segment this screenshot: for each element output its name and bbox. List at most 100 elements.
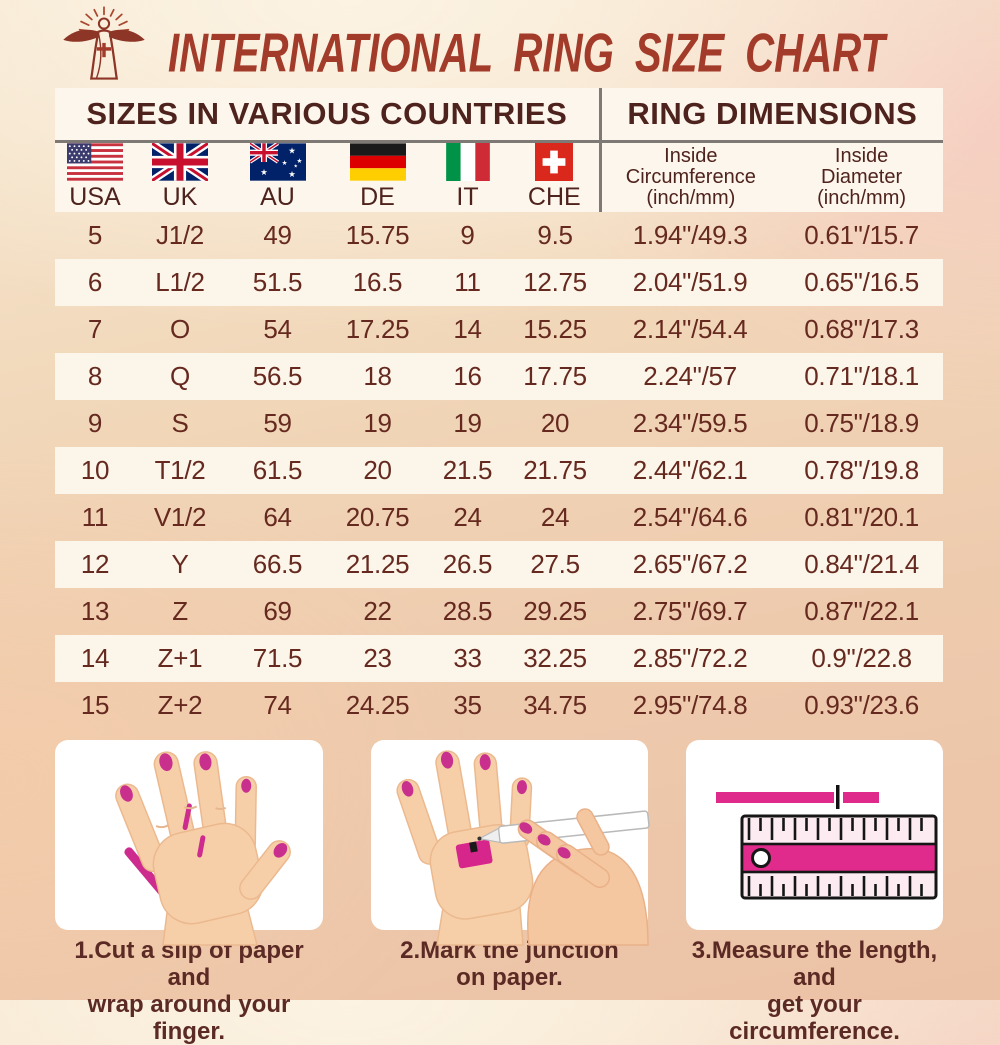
instruction-panel-1: 1.Cut a slip of paper and wrap around yo… [55, 740, 323, 1045]
cell-de: 20.75 [345, 501, 410, 532]
usa-flag-icon [67, 142, 123, 181]
cell-it: 9 [460, 219, 475, 250]
cell-usa: 5 [87, 219, 103, 250]
cell-diameter: 0.68"/17.3 [804, 313, 919, 344]
cell-de: 20 [330, 446, 425, 494]
flag-label: CHE [527, 182, 581, 211]
cell-it: 21.5 [425, 446, 510, 494]
ruler-center-band [740, 842, 938, 874]
cell-usa: 13 [80, 595, 110, 626]
cell-usa: 6 [55, 258, 135, 306]
thumb [239, 840, 291, 900]
cell-de: 15.75 [345, 219, 410, 250]
cell-usa: 11 [81, 501, 109, 532]
cell-diameter: 0.61"/15.7 [804, 219, 919, 250]
cell-it: 35 [453, 689, 482, 720]
cell-che: 15.25 [523, 313, 587, 344]
cell-diameter: 0.71"/18.1 [780, 352, 944, 400]
column-header-diameter: Inside Diameter (inch/mm) [780, 141, 944, 212]
ring-size-table: SIZES IN VARIOUS COUNTRIES RING DIMENSIO… [55, 88, 944, 729]
cell-au: 49 [263, 219, 292, 250]
svg-text:★: ★ [288, 168, 296, 178]
cell-it: 16 [425, 352, 510, 400]
cell-uk: L1/2 [135, 258, 225, 306]
table-row: 8 Q 56.5 18 16 17.75 2.24"/57 0.71"/18.1 [55, 352, 944, 400]
cell-au: 71.5 [225, 634, 330, 682]
cell-che: 9.5 [537, 219, 573, 250]
instruction-card-3 [686, 740, 943, 930]
instruction-caption-3: 3.Measure the length, and get your circu… [691, 937, 938, 1045]
table-row: 10 T1/2 61.5 20 21.5 21.75 2.44"/62.1 0.… [55, 446, 944, 494]
cell-circumference: 2.44"/62.1 [600, 446, 781, 494]
cell-uk: T1/2 [135, 446, 225, 494]
cell-che: 34.75 [523, 689, 587, 720]
cell-usa: 12 [55, 540, 135, 588]
cell-circumference: 2.54"/64.6 [632, 501, 748, 532]
svg-text:★: ★ [260, 167, 268, 177]
cell-it: 24 [453, 501, 482, 532]
au-flag-icon: ★ ★ ★ ★ ★ ★ [249, 142, 306, 181]
cell-circumference: 1.94"/49.3 [632, 219, 748, 250]
cell-diameter: 0.65"/16.5 [780, 258, 944, 306]
flag-label: DE [360, 182, 395, 211]
cell-uk: Z+2 [157, 689, 203, 720]
column-header-circumference: Inside Circumference (inch/mm) [600, 141, 781, 212]
flag-label: AU [260, 182, 295, 211]
svg-text:★: ★ [293, 163, 297, 169]
svg-text:★: ★ [296, 156, 302, 164]
cell-it: 19 [453, 407, 482, 438]
cell-it: 26.5 [425, 540, 510, 588]
cell-diameter: 0.75"/18.9 [804, 407, 919, 438]
flag-label: USA [69, 182, 121, 211]
table-row: 13 Z 69 22 28.5 29.25 2.75"/69.7 0.87"/2… [55, 588, 943, 635]
switzerland-flag-icon [535, 142, 574, 181]
hand-with-paper-strip-illustration [115, 751, 291, 946]
cell-usa: 8 [55, 352, 135, 400]
cell-usa: 14 [55, 634, 135, 682]
cell-de: 21.25 [330, 540, 425, 588]
italy-flag-icon [445, 142, 490, 181]
cell-diameter: 0.78"/19.8 [780, 446, 944, 494]
cell-che: 17.75 [510, 352, 601, 400]
cell-che: 32.25 [510, 634, 601, 682]
instruction-panel-2: 2.Mark the junction on paper. [371, 740, 650, 991]
instruction-card-2 [371, 740, 650, 946]
cell-uk: J1/2 [156, 219, 204, 250]
cell-circumference: 2.34"/59.5 [632, 407, 748, 438]
cell-au: 61.5 [225, 446, 330, 494]
paper-strip-fragment [182, 803, 206, 858]
instruction-caption-1: 1.Cut a slip of paper and wrap around yo… [74, 937, 304, 1045]
ruler-top-ticks [747, 818, 923, 840]
table-row: 14 Z+1 71.5 23 33 32.25 2.85"/72.2 0.9"/… [55, 634, 944, 682]
column-header-de: DE [330, 141, 425, 212]
cell-uk: V1/2 [153, 501, 207, 532]
cell-de: 19 [363, 407, 392, 438]
cell-circumference: 2.95"/74.8 [632, 689, 748, 720]
column-header-usa: USA [55, 141, 135, 212]
table-row: 9 S 59 19 19 20 2.34"/59.5 0.75"/18.9 [55, 400, 943, 447]
measured-paper-strip [716, 792, 834, 803]
cell-che: 27.5 [510, 540, 601, 588]
cell-au: 59 [263, 407, 292, 438]
cell-diameter: 0.9"/22.8 [780, 634, 944, 682]
cell-au: 56.5 [225, 352, 330, 400]
cell-diameter: 0.84"/21.4 [780, 540, 944, 588]
cell-au: 74 [263, 689, 292, 720]
cell-it: 14 [453, 313, 482, 344]
cell-usa: 7 [87, 313, 103, 344]
paper-ring-band [455, 839, 493, 869]
cell-de: 18 [330, 352, 425, 400]
cell-diameter: 0.93"/23.6 [804, 689, 919, 720]
cell-circumference: 2.14"/54.4 [632, 313, 748, 344]
column-header-che: CHE [510, 141, 602, 212]
marking-paper-illustration [396, 750, 650, 946]
cell-de: 16.5 [330, 258, 425, 306]
cell-uk: Q [135, 352, 225, 400]
cell-au: 69 [263, 595, 292, 626]
cell-au: 51.5 [225, 258, 330, 306]
ring-size-chart-poster: INTERNATIONAL RING SIZE CHART SIZES IN V… [55, 6, 944, 1045]
cell-uk: O [170, 313, 190, 344]
cell-it: 11 [425, 258, 510, 306]
cell-it: 33 [425, 634, 510, 682]
svg-text:★: ★ [281, 158, 287, 166]
